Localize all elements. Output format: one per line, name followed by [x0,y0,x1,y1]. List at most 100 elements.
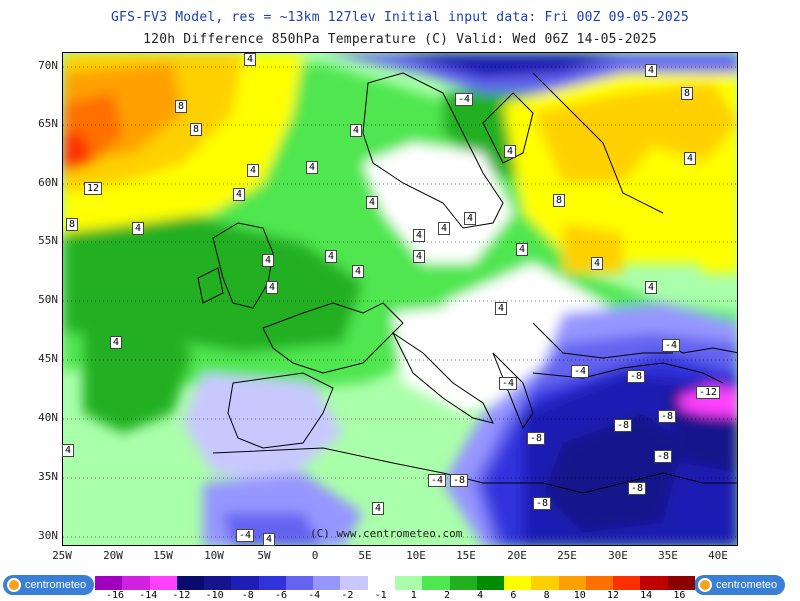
lon-label: 5W [257,549,271,562]
legend-swatch [285,576,314,590]
contour-label: -8 [628,482,647,495]
lat-label: 50N [38,293,58,306]
legend-swatch [558,576,587,590]
centrometeo-logo-left[interactable]: centrometeo [3,575,95,595]
legend-tick-label: 1 [410,590,417,601]
lon-label: 25E [557,549,577,562]
legend-swatch [340,576,369,590]
map-subtitle: 120h Difference 850hPa Temperature (C) V… [143,32,657,47]
contour-label: 4 [352,265,365,278]
legend-tick-label: 14 [640,590,653,601]
lat-label: 30N [38,529,58,542]
legend-swatch [640,576,669,590]
temperature-difference-map [62,52,738,546]
lon-label: 15E [456,549,476,562]
contour-label: 8 [190,123,203,136]
contour-label: 4 [645,64,658,77]
graticule [63,66,737,538]
legend-tick-label: 10 [573,590,586,601]
contour-label: 4 [495,302,508,315]
legend-tick-label: 12 [606,590,620,601]
legend-swatch [476,576,505,590]
lon-label: 35E [658,549,678,562]
contour-label: -4 [571,365,590,378]
contour-label: 8 [681,87,694,100]
contour-label: -12 [696,386,721,399]
contour-label: 8 [175,100,188,113]
contour-label: -4 [236,529,255,542]
contour-label: -8 [533,497,552,510]
contour-label: 4 [438,222,451,235]
legend-swatch [449,576,478,590]
contour-label: -8 [658,410,677,423]
contour-label: 4 [591,257,604,270]
legend-swatch [504,576,532,590]
legend-swatch [231,576,260,590]
contour-label: -4 [662,339,681,352]
contour-label: 4 [263,533,276,546]
contour-label: 4 [516,243,529,256]
lon-label: 0 [311,549,319,562]
contour-label: 4 [372,502,385,515]
lon-label: 10W [204,549,224,562]
legend-swatch [395,576,423,590]
contour-label: -8 [527,432,546,445]
logo-text: centrometeo [716,579,778,591]
lon-label: 5E [358,549,372,562]
contour-label: -8 [450,474,469,487]
lat-label: 55N [38,234,58,247]
lon-label: 40E [708,549,728,562]
contour-label: 4 [684,152,697,165]
lat-label: 35N [38,470,58,483]
legend-tick-label: -2 [341,590,354,601]
contour-label: 4 [110,336,123,349]
contour-label: 4 [366,196,379,209]
contour-label: 4 [233,188,246,201]
lat-label: 45N [38,352,58,365]
contour-label: 8 [66,218,79,231]
lat-label: 65N [38,117,58,130]
lon-label: 10E [406,549,426,562]
map-canvas [63,53,737,545]
contour-label: -4 [499,377,518,390]
legend-tick-label: -4 [308,590,321,601]
legend-swatch [422,576,451,590]
legend-swatch [176,576,205,590]
contour-label: 4 [504,145,517,158]
contour-label: 4 [132,222,145,235]
contour-label: 12 [84,182,103,195]
legend-tick-label: -6 [274,590,288,601]
coastlines [197,72,737,494]
legend-tick-label: -12 [172,590,191,601]
legend-swatch [613,576,641,590]
contour-label: 4 [266,281,279,294]
legend-swatch [95,576,123,590]
logo-icon [7,578,21,592]
contour-label: 4 [464,212,477,225]
contour-label: 4 [325,250,338,263]
legend-tick-label: -10 [205,590,224,601]
contour-label: -8 [627,370,646,383]
legend-swatch [204,576,232,590]
contour-label: 4 [306,161,319,174]
contour-label: 4 [413,229,426,242]
contour-label: 4 [247,164,260,177]
legend-swatch [258,576,287,590]
contour-label: 4 [62,444,75,457]
legend-tick-label: -8 [241,590,254,601]
contour-label: -4 [455,93,474,106]
lat-label: 40N [38,411,58,424]
model-info-title: GFS-FV3 Model, res = ~13km 127lev Initia… [111,10,689,25]
contour-label: -8 [654,450,673,463]
contour-label: 4 [645,281,658,294]
legend-tick-label: -16 [105,590,125,601]
legend-tick-label: 6 [510,590,517,601]
contour-label: 8 [553,194,566,207]
centrometeo-logo-right[interactable]: centrometeo [694,575,786,595]
copyright-credit: (C) www.centrometeo.com [310,527,463,540]
legend-swatch [122,576,151,590]
contour-label: 4 [413,250,426,263]
contour-label: 4 [350,124,363,137]
legend-tick-label: 4 [477,590,484,601]
lon-label: 30E [608,549,628,562]
